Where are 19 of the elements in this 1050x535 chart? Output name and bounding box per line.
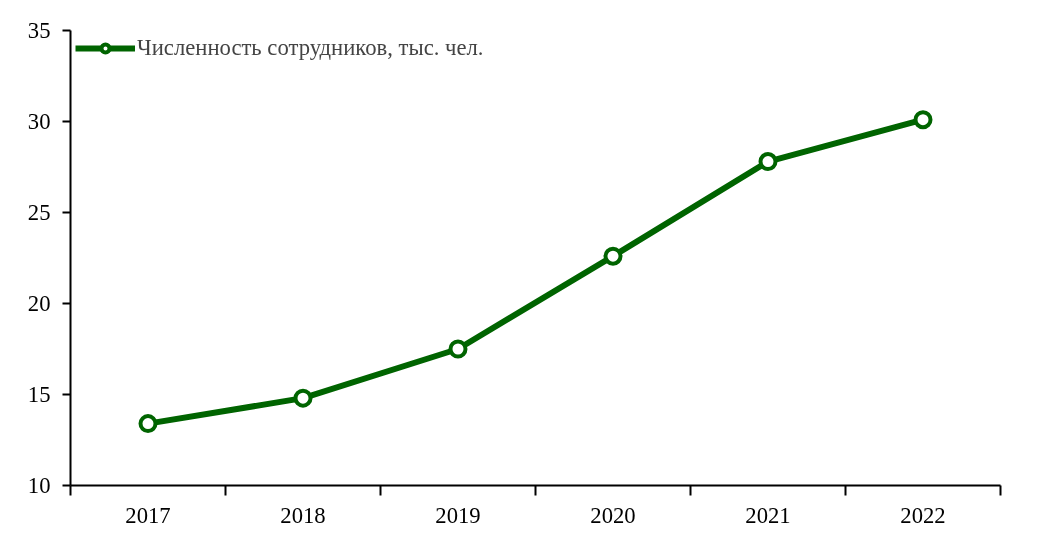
x-tick-label: 2019 <box>435 502 481 528</box>
point <box>603 246 623 266</box>
point <box>448 339 468 359</box>
point <box>293 388 313 408</box>
y-tick-label: 30 <box>27 109 51 134</box>
y-tick-label: 35 <box>27 18 51 43</box>
point <box>913 110 933 130</box>
point <box>758 152 778 172</box>
y-tick-label: 10 <box>27 473 51 498</box>
x-tick-label: 2018 <box>280 502 326 528</box>
x-tick-label: 2021 <box>745 502 791 528</box>
y-tick-label: 15 <box>27 382 51 407</box>
point <box>138 414 158 434</box>
x-tick-label: 2020 <box>590 502 636 528</box>
x-tick-label: 2022 <box>900 502 946 528</box>
y-tick-label: 20 <box>27 291 51 316</box>
y-tick-label: 25 <box>27 200 51 225</box>
x-tick-label: 2017 <box>125 502 171 528</box>
legend-label: Численность сотрудников, тыс. чел. <box>137 35 484 61</box>
